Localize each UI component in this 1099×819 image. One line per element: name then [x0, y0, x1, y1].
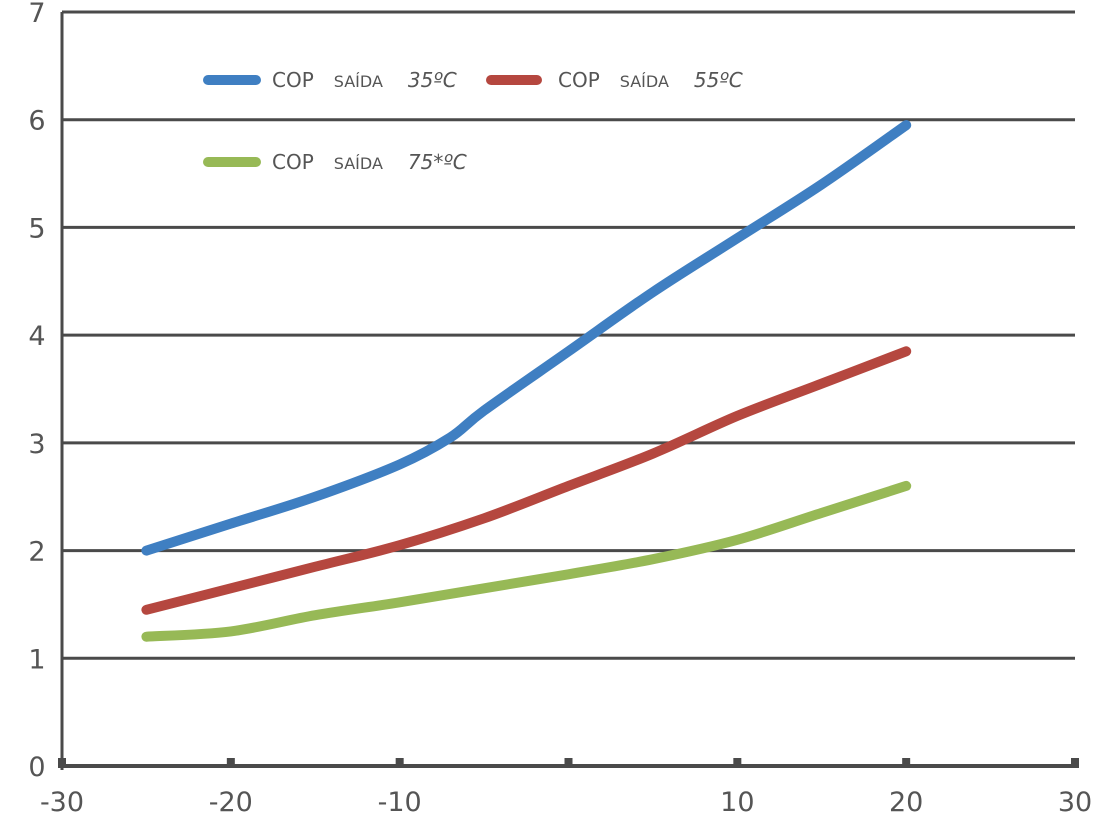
x-tick-label: -10	[378, 787, 422, 818]
x-tick-mark-4	[733, 758, 741, 768]
grid-lines	[62, 12, 1075, 658]
x-tick-label: 30	[1058, 787, 1092, 818]
legend-label-temp: 55ºC	[694, 68, 743, 92]
legend-label-cop: COP	[272, 150, 314, 174]
axes: -30 -20 -10 10 20 30 0 1 2 3 4 5 6 7	[28, 0, 1092, 818]
legend-label-cop: COP	[558, 68, 600, 92]
legend-item-0: COP SAÍDA 35ºC	[208, 68, 457, 92]
y-tick-label: 7	[28, 0, 45, 29]
legend-label: COP SAÍDA 75*ºC	[272, 150, 467, 174]
legend-label: COP SAÍDA 35ºC	[272, 68, 457, 92]
legend-label-cop: COP	[272, 68, 314, 92]
legend-label: COP SAÍDA 55ºC	[558, 68, 743, 92]
x-tick-label: -20	[209, 787, 253, 818]
series-line-1	[146, 351, 906, 610]
legend-item-2: COP SAÍDA 75*ºC	[208, 150, 467, 174]
y-tick-label: 3	[28, 429, 45, 460]
x-tick-mark-0	[58, 758, 66, 768]
legend-label-saida: SAÍDA	[334, 72, 383, 91]
legend-label-temp: 35ºC	[408, 68, 457, 92]
series-line-2	[146, 486, 906, 637]
x-tick-mark-6	[1071, 758, 1079, 768]
x-tick-label: 20	[889, 787, 923, 818]
x-tick-label: -30	[40, 787, 84, 818]
legend-label-temp: 75*ºC	[408, 150, 467, 174]
y-tick-label: 4	[28, 321, 45, 352]
x-tick-mark-5	[902, 758, 910, 768]
y-tick-label: 2	[28, 537, 45, 568]
y-tick-label: 5	[28, 213, 45, 244]
x-tick-mark-1	[227, 758, 235, 768]
x-tick-mark-2	[396, 758, 404, 768]
y-tick-label: 6	[28, 106, 45, 137]
legend-item-1: COP SAÍDA 55ºC	[491, 68, 743, 92]
y-tick-label: 1	[28, 644, 45, 675]
x-tick-label: 10	[720, 787, 754, 818]
y-tick-label: 0	[28, 752, 45, 783]
series-line-0	[146, 125, 906, 550]
x-tick-mark-3	[565, 758, 573, 768]
series-lines	[146, 125, 906, 637]
legend-label-saida: SAÍDA	[620, 72, 669, 91]
legend-label-saida: SAÍDA	[334, 154, 383, 173]
